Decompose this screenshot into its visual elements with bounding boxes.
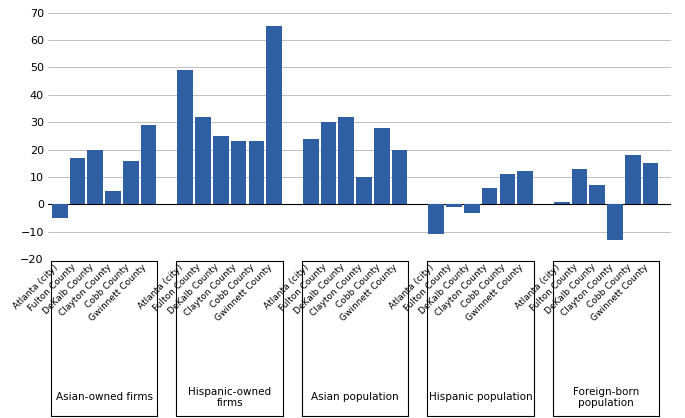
Bar (392, 150, 408, 204)
Bar (572, 169, 587, 204)
Bar (338, 117, 354, 204)
Bar (356, 177, 372, 204)
Text: Fulton County: Fulton County (152, 263, 203, 313)
FancyBboxPatch shape (177, 261, 283, 416)
Text: Clayton County: Clayton County (58, 263, 113, 318)
FancyBboxPatch shape (51, 261, 158, 416)
Text: Asian-owned firms: Asian-owned firms (55, 393, 153, 403)
Bar (607, 204, 623, 240)
Text: Fulton County: Fulton County (529, 263, 580, 313)
Text: DeKalb County: DeKalb County (167, 263, 221, 316)
FancyBboxPatch shape (427, 261, 534, 416)
Bar (446, 204, 462, 207)
Bar (141, 125, 156, 204)
Bar (517, 171, 533, 204)
Bar (374, 127, 390, 204)
Text: DeKalb County: DeKalb County (292, 263, 347, 316)
Bar (123, 161, 138, 204)
Bar (554, 201, 570, 204)
Bar (231, 141, 247, 204)
Text: DeKalb County: DeKalb County (41, 263, 95, 316)
Text: Foreign-born
population: Foreign-born population (573, 387, 639, 408)
Text: Clayton County: Clayton County (434, 263, 490, 318)
Bar (266, 26, 282, 204)
Text: Fulton County: Fulton County (403, 263, 454, 313)
Bar (464, 204, 479, 213)
Text: Hispanic population: Hispanic population (429, 393, 532, 403)
Text: Gwinnett County: Gwinnett County (590, 263, 651, 323)
Bar (105, 191, 121, 204)
Text: Gwinnett County: Gwinnett County (88, 263, 149, 323)
Bar (195, 117, 211, 204)
Text: Clayton County: Clayton County (183, 263, 238, 318)
Bar (590, 185, 605, 204)
FancyBboxPatch shape (553, 261, 660, 416)
Bar (321, 122, 336, 204)
Bar (303, 139, 319, 204)
Bar (88, 150, 103, 204)
Text: Cobb County: Cobb County (460, 263, 508, 310)
Text: Atlanta (city): Atlanta (city) (388, 263, 436, 311)
Text: Fulton County: Fulton County (277, 263, 329, 313)
Text: Atlanta (city): Atlanta (city) (262, 263, 311, 311)
Text: Clayton County: Clayton County (308, 263, 364, 318)
Text: DeKalb County: DeKalb County (418, 263, 472, 316)
Bar (499, 174, 515, 204)
Text: Gwinnett County: Gwinnett County (464, 263, 525, 323)
Text: Atlanta (city): Atlanta (city) (137, 263, 185, 311)
Text: Cobb County: Cobb County (83, 263, 131, 310)
Text: Fulton County: Fulton County (27, 263, 77, 313)
Bar (52, 204, 68, 218)
Text: Gwinnett County: Gwinnett County (339, 263, 399, 323)
Bar (213, 136, 229, 204)
Bar (177, 70, 193, 204)
Text: Atlanta (city): Atlanta (city) (514, 263, 562, 311)
Bar (625, 155, 640, 204)
Text: Clayton County: Clayton County (560, 263, 615, 318)
Bar (249, 141, 264, 204)
Bar (643, 163, 658, 204)
FancyBboxPatch shape (302, 261, 408, 416)
Text: Asian population: Asian population (312, 393, 399, 403)
Bar (70, 158, 86, 204)
Bar (429, 204, 444, 234)
Text: Cobb County: Cobb County (334, 263, 382, 310)
Text: Cobb County: Cobb County (209, 263, 256, 310)
Text: Hispanic-owned
firms: Hispanic-owned firms (188, 387, 271, 408)
Text: Atlanta (city): Atlanta (city) (12, 263, 60, 311)
Text: Cobb County: Cobb County (585, 263, 633, 310)
Text: Gwinnett County: Gwinnett County (214, 263, 274, 323)
Text: DeKalb County: DeKalb County (543, 263, 597, 316)
Bar (482, 188, 497, 204)
